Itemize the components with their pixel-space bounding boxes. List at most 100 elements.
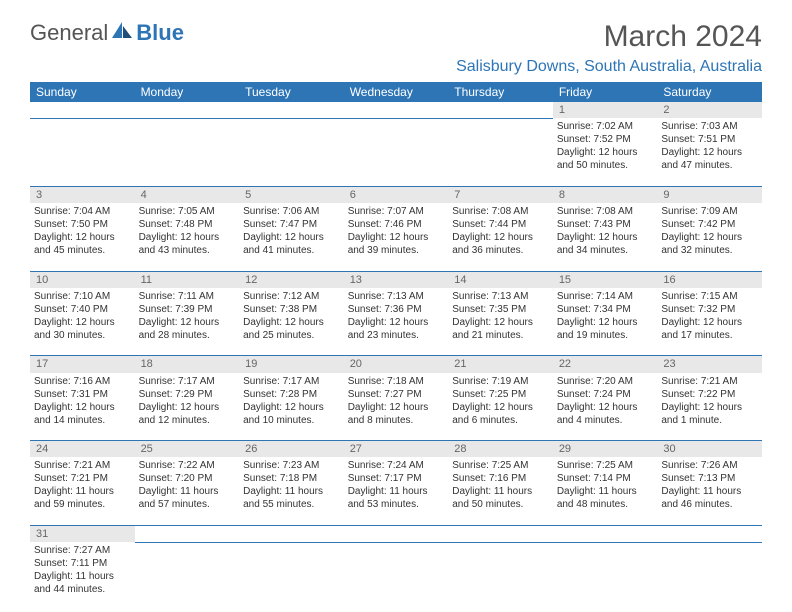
day-header: Monday (135, 82, 240, 102)
calendar-body: 12 Sunrise: 7:02 AMSunset: 7:52 PMDaylig… (30, 102, 762, 610)
day-day2: and 14 minutes. (34, 414, 131, 427)
logo: General Blue (30, 20, 184, 46)
day-cell: Sunrise: 7:16 AMSunset: 7:31 PMDaylight:… (30, 373, 135, 441)
day-sunset: Sunset: 7:34 PM (557, 303, 654, 316)
day-sunrise: Sunrise: 7:18 AM (348, 375, 445, 388)
day-sunrise: Sunrise: 7:25 AM (557, 459, 654, 472)
day-data-row: Sunrise: 7:27 AMSunset: 7:11 PMDaylight:… (30, 542, 762, 610)
day-sunset: Sunset: 7:16 PM (452, 472, 549, 485)
day-day1: Daylight: 12 hours (557, 231, 654, 244)
day-sunrise: Sunrise: 7:10 AM (34, 290, 131, 303)
day-sunset: Sunset: 7:39 PM (139, 303, 236, 316)
sail-icon (110, 20, 134, 46)
day-sunset: Sunset: 7:40 PM (34, 303, 131, 316)
day-number (344, 525, 449, 542)
day-number: 7 (448, 186, 553, 203)
day-sunset: Sunset: 7:32 PM (661, 303, 758, 316)
day-number-row: 10111213141516 (30, 271, 762, 288)
day-day1: Daylight: 11 hours (243, 485, 340, 498)
day-day2: and 34 minutes. (557, 244, 654, 257)
day-cell: Sunrise: 7:23 AMSunset: 7:18 PMDaylight:… (239, 457, 344, 525)
day-number-row: 12 (30, 102, 762, 118)
day-sunrise: Sunrise: 7:19 AM (452, 375, 549, 388)
day-day1: Daylight: 12 hours (557, 146, 654, 159)
day-cell: Sunrise: 7:07 AMSunset: 7:46 PMDaylight:… (344, 203, 449, 271)
day-day1: Daylight: 12 hours (348, 316, 445, 329)
day-sunset: Sunset: 7:17 PM (348, 472, 445, 485)
day-cell: Sunrise: 7:04 AMSunset: 7:50 PMDaylight:… (30, 203, 135, 271)
day-cell (135, 118, 240, 186)
day-cell: Sunrise: 7:27 AMSunset: 7:11 PMDaylight:… (30, 542, 135, 610)
day-sunset: Sunset: 7:48 PM (139, 218, 236, 231)
day-data-row: Sunrise: 7:04 AMSunset: 7:50 PMDaylight:… (30, 203, 762, 271)
day-cell: Sunrise: 7:22 AMSunset: 7:20 PMDaylight:… (135, 457, 240, 525)
day-number: 12 (239, 271, 344, 288)
day-number (239, 102, 344, 118)
day-day2: and 21 minutes. (452, 329, 549, 342)
day-sunset: Sunset: 7:44 PM (452, 218, 549, 231)
day-cell (30, 118, 135, 186)
day-sunrise: Sunrise: 7:08 AM (557, 205, 654, 218)
day-sunset: Sunset: 7:35 PM (452, 303, 549, 316)
day-day1: Daylight: 12 hours (139, 401, 236, 414)
day-sunrise: Sunrise: 7:14 AM (557, 290, 654, 303)
day-day1: Daylight: 12 hours (139, 231, 236, 244)
day-day1: Daylight: 11 hours (661, 485, 758, 498)
day-day1: Daylight: 12 hours (243, 231, 340, 244)
day-sunrise: Sunrise: 7:26 AM (661, 459, 758, 472)
day-sunset: Sunset: 7:50 PM (34, 218, 131, 231)
day-sunset: Sunset: 7:46 PM (348, 218, 445, 231)
day-cell (344, 542, 449, 610)
day-number: 17 (30, 356, 135, 373)
day-sunrise: Sunrise: 7:07 AM (348, 205, 445, 218)
day-number: 13 (344, 271, 449, 288)
day-number: 30 (657, 441, 762, 458)
day-day2: and 30 minutes. (34, 329, 131, 342)
day-day1: Daylight: 12 hours (452, 231, 549, 244)
day-number: 11 (135, 271, 240, 288)
day-number: 14 (448, 271, 553, 288)
day-number-row: 31 (30, 525, 762, 542)
day-sunset: Sunset: 7:28 PM (243, 388, 340, 401)
day-number: 22 (553, 356, 658, 373)
day-header: Saturday (657, 82, 762, 102)
day-data-row: Sunrise: 7:10 AMSunset: 7:40 PM Daylight:… (30, 288, 762, 356)
day-number-row: 24252627282930 (30, 441, 762, 458)
day-number: 29 (553, 441, 658, 458)
day-sunrise: Sunrise: 7:17 AM (243, 375, 340, 388)
day-day2: and 32 minutes. (661, 244, 758, 257)
day-day2: and 25 minutes. (243, 329, 340, 342)
day-sunrise: Sunrise: 7:17 AM (139, 375, 236, 388)
header: General Blue March 2024 Salisbury Downs,… (30, 20, 762, 76)
logo-text-general: General (30, 20, 108, 46)
day-cell: Sunrise: 7:12 AMSunset: 7:38 PMDaylight:… (239, 288, 344, 356)
day-day2: and 46 minutes. (661, 498, 758, 511)
day-cell: Sunrise: 7:09 AMSunset: 7:42 PMDaylight:… (657, 203, 762, 271)
day-data-row: Sunrise: 7:16 AMSunset: 7:31 PMDaylight:… (30, 373, 762, 441)
day-sunset: Sunset: 7:51 PM (661, 133, 758, 146)
day-day1: Daylight: 11 hours (452, 485, 549, 498)
day-sunrise: Sunrise: 7:15 AM (661, 290, 758, 303)
day-cell: Sunrise: 7:25 AMSunset: 7:16 PMDaylight:… (448, 457, 553, 525)
day-day2: and 23 minutes. (348, 329, 445, 342)
day-sunset: Sunset: 7:52 PM (557, 133, 654, 146)
day-number: 6 (344, 186, 449, 203)
day-sunrise: Sunrise: 7:13 AM (452, 290, 549, 303)
day-sunset: Sunset: 7:38 PM (243, 303, 340, 316)
day-number: 5 (239, 186, 344, 203)
day-number: 28 (448, 441, 553, 458)
day-cell: Sunrise: 7:20 AMSunset: 7:24 PMDaylight:… (553, 373, 658, 441)
day-cell (239, 118, 344, 186)
day-sunset: Sunset: 7:42 PM (661, 218, 758, 231)
day-sunrise: Sunrise: 7:21 AM (661, 375, 758, 388)
day-day2: and 17 minutes. (661, 329, 758, 342)
day-header: Friday (553, 82, 658, 102)
day-day1: Daylight: 12 hours (34, 231, 131, 244)
day-number (135, 525, 240, 542)
day-number: 8 (553, 186, 658, 203)
day-sunrise: Sunrise: 7:03 AM (661, 120, 758, 133)
day-sunrise: Sunrise: 7:08 AM (452, 205, 549, 218)
day-number: 27 (344, 441, 449, 458)
day-sunset: Sunset: 7:11 PM (34, 557, 131, 570)
day-cell: Sunrise: 7:10 AMSunset: 7:40 PMDaylight:… (30, 288, 135, 356)
